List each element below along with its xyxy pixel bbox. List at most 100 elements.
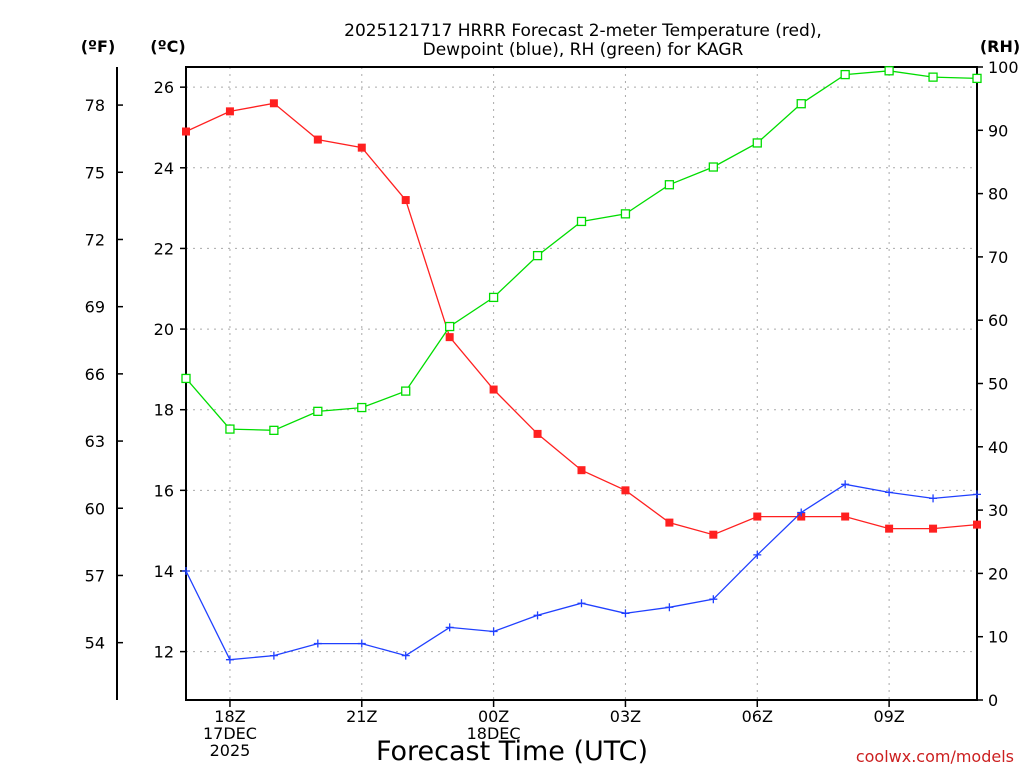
rh-tick-label: 30 xyxy=(988,501,1008,520)
rh-point xyxy=(532,250,543,261)
dewpoint-point xyxy=(445,623,454,632)
celsius-tick-label: 14 xyxy=(154,562,174,581)
grid-lines xyxy=(186,67,977,700)
fahrenheit-tick-label: 66 xyxy=(85,365,105,384)
temperature-point xyxy=(929,524,938,533)
dewpoint-point xyxy=(841,480,850,489)
temperature-point xyxy=(621,486,630,495)
temperature-point xyxy=(753,512,762,521)
dewpoint-point xyxy=(621,609,630,618)
rh-tick-label: 90 xyxy=(988,121,1008,140)
rh-point xyxy=(181,373,191,384)
dewpoint-point xyxy=(225,655,234,664)
temperature-point xyxy=(225,107,234,116)
celsius-tick-label: 22 xyxy=(154,239,174,258)
temperature-point xyxy=(577,466,586,475)
dewpoint-point xyxy=(797,508,806,517)
dewpoint-point xyxy=(577,599,586,608)
fahrenheit-tick-label: 72 xyxy=(85,230,105,249)
data-series xyxy=(181,66,982,664)
dewpoint-point xyxy=(973,490,981,499)
dewpoint-point xyxy=(357,639,366,648)
rh-point xyxy=(576,216,587,227)
x-tick-label: 17DEC xyxy=(203,724,257,743)
x-tick-label: 2025 xyxy=(210,741,251,760)
x-tick-label: 18DEC xyxy=(467,724,521,743)
temperature-point xyxy=(357,143,366,152)
rh-point xyxy=(752,138,762,148)
rh-point xyxy=(620,209,631,219)
celsius-tick-label: 16 xyxy=(154,481,174,500)
rh-point xyxy=(928,72,938,82)
rh-tick-label: 50 xyxy=(988,375,1008,394)
rh-point xyxy=(445,321,455,332)
x-tick-label: 03Z xyxy=(610,707,641,726)
rh-tick-label: 20 xyxy=(988,564,1008,583)
dewpoint-point xyxy=(269,651,278,660)
chart-title-line-2: Dewpoint (blue), RH (green) for KAGR xyxy=(423,40,744,60)
celsius-tick-label: 18 xyxy=(154,401,174,420)
dewpoint-point xyxy=(709,595,718,604)
x-axis-title: Forecast Time (UTC) xyxy=(376,736,648,767)
celsius-tick-label: 12 xyxy=(154,643,174,662)
rh-unit-label: (RH) xyxy=(980,37,1020,56)
temperature-point xyxy=(665,518,674,527)
rh-tick-label: 60 xyxy=(988,311,1008,330)
temperature-point xyxy=(445,333,454,342)
celsius-tick-label: 20 xyxy=(154,320,174,339)
temperature-point xyxy=(973,520,981,529)
fahrenheit-tick-label: 57 xyxy=(85,566,105,585)
fahrenheit-tick-label: 63 xyxy=(85,432,105,451)
rh-tick-label: 0 xyxy=(988,691,998,710)
fahrenheit-tick-label: 60 xyxy=(85,499,105,518)
temperature-point xyxy=(841,512,850,521)
rh-point xyxy=(313,406,323,417)
celsius-tick-label: 26 xyxy=(154,78,174,97)
rh-point xyxy=(972,73,982,84)
celsius-tick-label: 24 xyxy=(154,159,174,178)
dewpoint-point xyxy=(929,494,938,503)
dewpoint-point xyxy=(533,611,542,620)
temperature-point xyxy=(885,524,894,533)
fahrenheit-tick-label: 69 xyxy=(85,298,105,317)
x-tick-label: 09Z xyxy=(873,707,904,726)
rh-point xyxy=(269,425,279,435)
rh-point xyxy=(796,99,806,109)
temperature-point xyxy=(313,135,322,144)
temperature-point xyxy=(533,429,542,438)
x-tick-label: 21Z xyxy=(346,707,377,726)
rh-point xyxy=(884,66,894,76)
dewpoint-point xyxy=(489,627,498,636)
rh-point xyxy=(840,69,850,80)
rh-tick-label: 80 xyxy=(988,185,1008,204)
rh-tick-label: 40 xyxy=(988,438,1008,457)
temperature-point xyxy=(797,512,806,521)
rh-point xyxy=(401,386,411,396)
rh-point xyxy=(357,402,367,413)
rh-point xyxy=(664,180,675,190)
chart-title-line-1: 2025121717 HRRR Forecast 2-meter Tempera… xyxy=(344,21,822,41)
rh-point xyxy=(488,292,499,303)
rh-tick-label: 100 xyxy=(988,58,1019,77)
fahrenheit-tick-label: 78 xyxy=(85,96,105,115)
temperature-point xyxy=(401,196,410,205)
temperature-point xyxy=(489,385,498,394)
dewpoint-point xyxy=(182,566,190,575)
rh-point xyxy=(225,424,235,434)
x-tick-label: 18Z xyxy=(214,707,245,726)
rh-tick-label: 70 xyxy=(988,248,1008,267)
dewpoint-point xyxy=(885,488,894,497)
celsius-unit-label: (ºC) xyxy=(150,37,185,56)
dewpoint-point xyxy=(753,550,762,559)
fahrenheit-unit-label: (ºF) xyxy=(81,37,116,56)
temperature-point xyxy=(709,530,718,539)
fahrenheit-tick-label: 54 xyxy=(85,634,105,653)
dewpoint-point xyxy=(665,603,674,612)
dewpoint-point xyxy=(313,639,322,648)
x-tick-label: 00Z xyxy=(478,707,509,726)
fahrenheit-tick-label: 75 xyxy=(85,163,105,182)
dewpoint-point xyxy=(401,651,410,660)
